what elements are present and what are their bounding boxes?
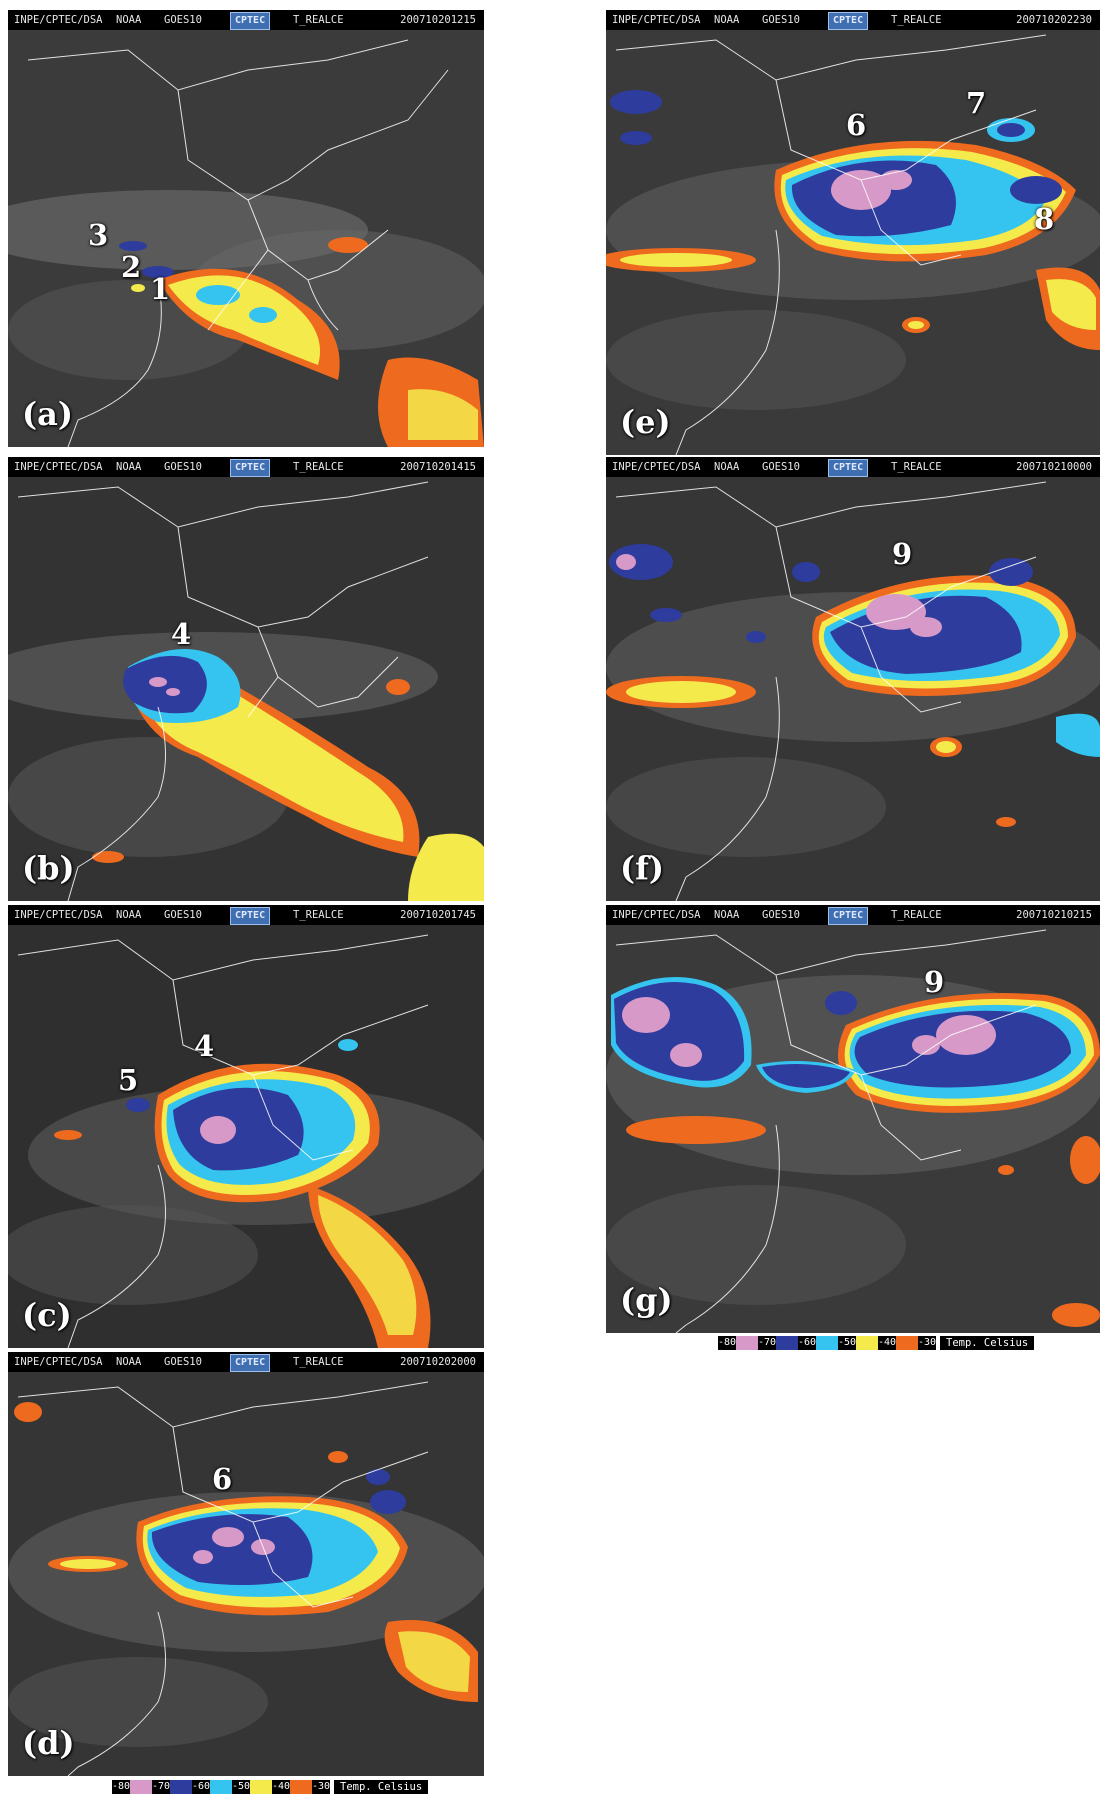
agency-label: NOAA — [714, 14, 740, 26]
agency-label: NOAA — [116, 14, 142, 26]
agency-label: NOAA — [116, 461, 142, 473]
panel-header: INPE/CPTEC/DSA NOAA GOES10 CPTEC T_REALC… — [8, 1352, 484, 1372]
legend-cell: -50 — [838, 1335, 878, 1350]
legend-cell: -40 — [878, 1335, 918, 1350]
legend-cell: -70 — [758, 1335, 798, 1350]
source-label: INPE/CPTEC/DSA — [612, 909, 701, 921]
satellite-panel-g: INPE/CPTEC/DSA NOAA GOES10 CPTEC T_REALC… — [606, 905, 1100, 1333]
legend-cell: -50 — [232, 1779, 272, 1794]
timestamp: 200710210000 — [1016, 461, 1092, 473]
satellite-label: GOES10 — [762, 14, 800, 26]
legend-cell: -30 — [312, 1779, 331, 1794]
cptec-logo: CPTEC — [828, 459, 869, 477]
legend-unit: Temp. Celsius — [334, 1779, 429, 1794]
satellite-panel-d: INPE/CPTEC/DSA NOAA GOES10 CPTEC T_REALC… — [8, 1352, 484, 1776]
product-label: T_REALCE — [293, 14, 344, 26]
system-marker: 6 — [846, 108, 867, 142]
legend-cell: -80 — [718, 1335, 758, 1350]
satellite-panel-b: INPE/CPTEC/DSA NOAA GOES10 CPTEC T_REALC… — [8, 457, 484, 901]
product-label: T_REALCE — [891, 14, 942, 26]
panel-label: (c) — [22, 1296, 72, 1334]
infrared-image — [606, 477, 1100, 901]
agency-label: NOAA — [116, 909, 142, 921]
legend-cell: -30 — [918, 1335, 937, 1350]
satellite-label: GOES10 — [164, 461, 202, 473]
system-marker: 3 — [88, 218, 109, 252]
timestamp: 200710210215 — [1016, 909, 1092, 921]
system-marker: 8 — [1034, 202, 1055, 236]
satellite-panel-e: INPE/CPTEC/DSA NOAA GOES10 CPTEC T_REALC… — [606, 10, 1100, 455]
temperature-legend-right: -80 -70 -60 -50 -40 -30 Temp. Celsius — [718, 1335, 1035, 1350]
source-label: INPE/CPTEC/DSA — [14, 461, 103, 473]
panel-header: INPE/CPTEC/DSA NOAA GOES10 CPTEC T_REALC… — [8, 457, 484, 477]
cptec-logo: CPTEC — [828, 12, 869, 30]
system-marker: 6 — [212, 1462, 233, 1496]
source-label: INPE/CPTEC/DSA — [14, 14, 103, 26]
system-marker: 7 — [966, 86, 987, 120]
source-label: INPE/CPTEC/DSA — [612, 14, 701, 26]
satellite-panel-f: INPE/CPTEC/DSA NOAA GOES10 CPTEC T_REALC… — [606, 457, 1100, 901]
infrared-image — [606, 925, 1100, 1333]
system-marker: 1 — [150, 272, 171, 306]
timestamp: 200710202230 — [1016, 14, 1092, 26]
infrared-image — [606, 30, 1100, 455]
product-label: T_REALCE — [293, 909, 344, 921]
agency-label: NOAA — [116, 1356, 142, 1368]
legend-cell: -60 — [798, 1335, 838, 1350]
infrared-image — [8, 925, 484, 1348]
timestamp: 200710202000 — [400, 1356, 476, 1368]
source-label: INPE/CPTEC/DSA — [14, 1356, 103, 1368]
timestamp: 200710201745 — [400, 909, 476, 921]
cptec-logo: CPTEC — [230, 907, 271, 925]
product-label: T_REALCE — [891, 461, 942, 473]
panel-label: (e) — [620, 403, 671, 441]
panel-header: INPE/CPTEC/DSA NOAA GOES10 CPTEC T_REALC… — [606, 457, 1100, 477]
timestamp: 200710201415 — [400, 461, 476, 473]
panel-label: (b) — [22, 849, 75, 887]
product-label: T_REALCE — [891, 909, 942, 921]
satellite-label: GOES10 — [762, 909, 800, 921]
panel-header: INPE/CPTEC/DSA NOAA GOES10 CPTEC T_REALC… — [606, 905, 1100, 925]
system-marker: 4 — [194, 1029, 215, 1063]
system-marker: 4 — [171, 617, 192, 651]
legend-cell: -60 — [192, 1779, 232, 1794]
source-label: INPE/CPTEC/DSA — [612, 461, 701, 473]
satellite-panel-c: INPE/CPTEC/DSA NOAA GOES10 CPTEC T_REALC… — [8, 905, 484, 1348]
panel-label: (a) — [22, 395, 74, 433]
product-label: T_REALCE — [293, 1356, 344, 1368]
satellite-label: GOES10 — [762, 461, 800, 473]
panel-label: (d) — [22, 1724, 75, 1762]
infrared-image — [8, 30, 484, 447]
product-label: T_REALCE — [293, 461, 344, 473]
legend-cell: -70 — [152, 1779, 192, 1794]
cptec-logo: CPTEC — [230, 12, 271, 30]
cptec-logo: CPTEC — [828, 907, 869, 925]
infrared-image — [8, 477, 484, 901]
system-marker: 2 — [121, 250, 142, 284]
system-marker: 9 — [924, 965, 945, 999]
system-marker: 9 — [892, 537, 913, 571]
infrared-image — [8, 1372, 484, 1776]
satellite-label: GOES10 — [164, 1356, 202, 1368]
timestamp: 200710201215 — [400, 14, 476, 26]
agency-label: NOAA — [714, 461, 740, 473]
temperature-legend-left: -80 -70 -60 -50 -40 -30 Temp. Celsius — [112, 1779, 429, 1794]
system-marker: 5 — [118, 1063, 139, 1097]
panel-label: (g) — [620, 1281, 673, 1319]
agency-label: NOAA — [714, 909, 740, 921]
panel-header: INPE/CPTEC/DSA NOAA GOES10 CPTEC T_REALC… — [8, 10, 484, 30]
legend-cell: -80 — [112, 1779, 152, 1794]
legend-unit: Temp. Celsius — [940, 1335, 1035, 1350]
source-label: INPE/CPTEC/DSA — [14, 909, 103, 921]
panel-label: (f) — [620, 849, 665, 887]
satellite-label: GOES10 — [164, 909, 202, 921]
legend-cell: -40 — [272, 1779, 312, 1794]
satellite-label: GOES10 — [164, 14, 202, 26]
panel-header: INPE/CPTEC/DSA NOAA GOES10 CPTEC T_REALC… — [8, 905, 484, 925]
panel-header: INPE/CPTEC/DSA NOAA GOES10 CPTEC T_REALC… — [606, 10, 1100, 30]
satellite-panel-a: INPE/CPTEC/DSA NOAA GOES10 CPTEC T_REALC… — [8, 10, 484, 447]
cptec-logo: CPTEC — [230, 1354, 271, 1372]
cptec-logo: CPTEC — [230, 459, 271, 477]
